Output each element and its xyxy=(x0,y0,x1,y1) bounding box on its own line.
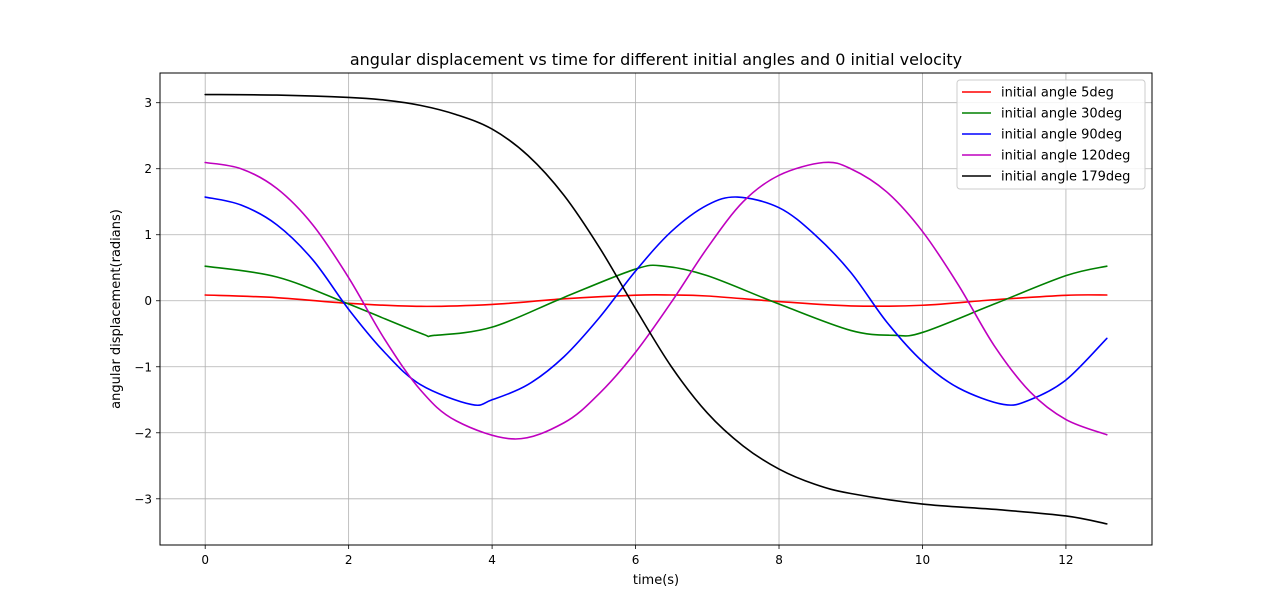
y-tick-label: 3 xyxy=(144,96,152,110)
y-axis-label: angular displacement(radians) xyxy=(109,209,124,409)
series-lines xyxy=(204,93,1108,525)
legend-label: initial angle 90deg xyxy=(1001,128,1122,143)
x-tick-label: 12 xyxy=(1058,553,1073,567)
legend-box xyxy=(956,79,1146,190)
y-tick-label: −1 xyxy=(134,360,152,374)
plot-frame xyxy=(159,72,1153,546)
x-axis-label: time(s) xyxy=(633,573,679,588)
legend-label: initial angle 179deg xyxy=(1001,170,1130,185)
x-tick-label: 6 xyxy=(632,553,640,567)
series-line-initial-angle-179deg xyxy=(204,93,1108,525)
series-line-initial-angle-120deg xyxy=(204,161,1108,440)
y-tick-label: −2 xyxy=(134,426,152,440)
series-line-initial-angle-90deg xyxy=(204,196,1108,407)
y-tick-label: 1 xyxy=(144,228,152,242)
legend: initial angle 5deg initial angle 30deg ini… xyxy=(956,79,1146,190)
legend-label: initial angle 30deg xyxy=(1001,107,1122,122)
y-tick-label: −3 xyxy=(134,492,152,506)
y-tick-label: 0 xyxy=(144,294,152,308)
chart-title: angular displacement vs time for differe… xyxy=(350,50,962,69)
legend-label: initial angle 5deg xyxy=(1001,86,1114,101)
x-tick-label: 10 xyxy=(915,553,930,567)
x-tick-label: 2 xyxy=(345,553,353,567)
x-tick-label: 4 xyxy=(488,553,496,567)
x-tick-label: 8 xyxy=(775,553,783,567)
x-tick-label: 0 xyxy=(201,553,209,567)
y-tick-label: 2 xyxy=(144,162,152,176)
series-line-initial-angle-30deg xyxy=(204,264,1108,338)
legend-label: initial angle 120deg xyxy=(1001,149,1130,164)
